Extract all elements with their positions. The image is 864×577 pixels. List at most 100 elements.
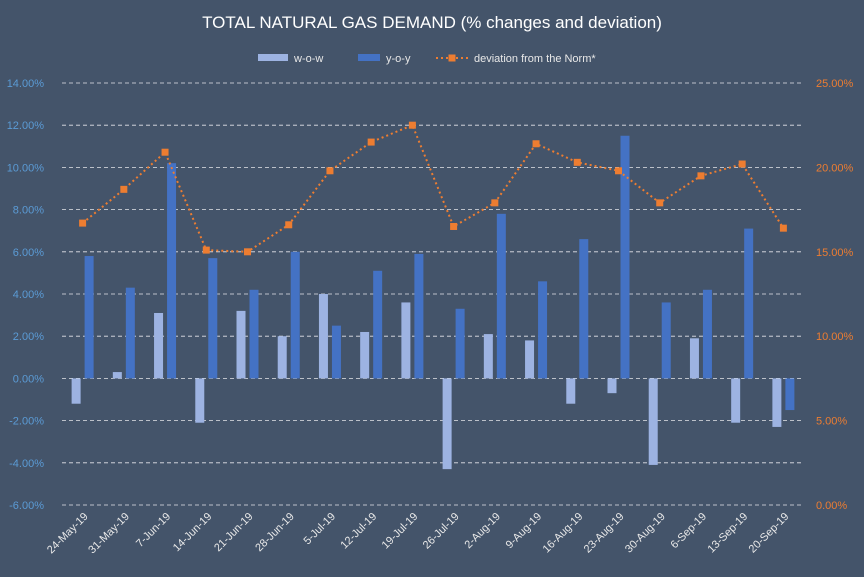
x-tick-label: 30-Aug-19 — [623, 511, 668, 556]
bar-yoy-14 — [661, 302, 671, 379]
bar-yoy-5 — [290, 251, 300, 379]
deviation-point-13 — [615, 167, 622, 175]
bar-wow-8 — [401, 302, 411, 379]
x-tick-label: 20-Sep-19 — [747, 511, 792, 556]
deviation-point-0 — [79, 219, 87, 227]
legend-swatch-0 — [258, 54, 288, 61]
bar-wow-7 — [360, 331, 370, 379]
bar-series — [71, 135, 795, 470]
bar-yoy-0 — [84, 256, 94, 379]
bar-yoy-4 — [249, 289, 259, 379]
right-tick-label: 15.00% — [816, 247, 854, 259]
bar-wow-1 — [112, 372, 122, 379]
deviation-point-7 — [367, 138, 375, 146]
legend-label-1: y-o-y — [386, 53, 411, 65]
deviation-point-10 — [491, 199, 499, 207]
left-tick-label: 0.00% — [13, 373, 44, 385]
bar-wow-11 — [525, 340, 535, 379]
legend: w-o-w y-o-y deviation from the Norm* — [258, 53, 596, 65]
deviation-point-12 — [573, 158, 581, 166]
x-tick-label: 14-Jun-19 — [171, 511, 215, 555]
right-tick-label: 10.00% — [816, 331, 854, 343]
right-tick-label: 25.00% — [816, 78, 854, 90]
deviation-point-4 — [244, 248, 251, 256]
x-tick-label: 2-Aug-19 — [462, 511, 502, 551]
x-tick-label: 13-Sep-19 — [705, 511, 750, 556]
bar-yoy-2 — [167, 163, 177, 379]
right-tick-label: 5.00% — [816, 416, 847, 428]
x-tick-label: 16-Aug-19 — [541, 511, 586, 556]
deviation-point-15 — [697, 172, 705, 180]
x-tick-label: 26-Jul-19 — [421, 511, 462, 552]
left-tick-label: 2.00% — [13, 331, 44, 343]
bar-yoy-3 — [208, 258, 218, 379]
bar-yoy-13 — [620, 135, 630, 379]
line-series — [79, 121, 787, 256]
x-tick-label: 9-Aug-19 — [504, 511, 544, 551]
bar-yoy-10 — [496, 213, 506, 379]
deviation-point-17 — [779, 224, 787, 232]
deviation-point-3 — [202, 246, 210, 254]
bar-yoy-1 — [125, 287, 135, 379]
bar-wow-9 — [442, 378, 452, 470]
right-axis-tick-labels: 0.00% 5.00% 10.00% 15.00% 20.00% 25.00% — [816, 78, 854, 512]
bar-yoy-16 — [744, 228, 754, 379]
bar-wow-14 — [648, 378, 658, 465]
bar-wow-10 — [483, 334, 493, 379]
bar-wow-16 — [731, 378, 741, 423]
x-tick-label: 28-Jun-19 — [253, 511, 297, 555]
left-tick-label: 4.00% — [13, 289, 44, 301]
left-tick-label: 8.00% — [13, 205, 44, 217]
left-tick-label: -6.00% — [9, 500, 44, 512]
deviation-point-1 — [120, 185, 128, 193]
x-tick-label: 31-May-19 — [86, 511, 132, 557]
bar-yoy-7 — [373, 270, 383, 379]
bar-yoy-12 — [579, 239, 589, 379]
x-tick-label: 5-Jul-19 — [301, 511, 338, 548]
bar-wow-2 — [154, 312, 164, 379]
x-tick-label: 21-Jun-19 — [212, 511, 256, 555]
deviation-point-16 — [738, 160, 746, 168]
deviation-line — [81, 123, 785, 253]
left-tick-label: -4.00% — [9, 458, 44, 470]
bar-wow-3 — [195, 378, 205, 423]
x-tick-label: 6-Sep-19 — [669, 511, 709, 551]
bar-wow-6 — [318, 294, 328, 379]
deviation-point-8 — [408, 121, 416, 129]
x-tick-label: 23-Aug-19 — [582, 511, 627, 556]
right-tick-label: 0.00% — [816, 500, 847, 512]
bar-yoy-8 — [414, 253, 424, 379]
left-axis-tick-labels: -6.00% -4.00% -2.00% 0.00% 2.00% 4.00% 6.00% 8.… — [7, 78, 45, 512]
right-tick-label: 20.00% — [816, 162, 854, 174]
bar-yoy-9 — [455, 308, 465, 379]
x-tick-label: 19-Jul-19 — [380, 511, 421, 552]
bar-wow-17 — [772, 378, 782, 427]
chart-title: TOTAL NATURAL GAS DEMAND (% changes and … — [202, 13, 662, 32]
legend-marker — [448, 54, 456, 62]
left-tick-label: 6.00% — [13, 247, 44, 259]
deviation-point-14 — [656, 199, 664, 207]
bar-yoy-17 — [785, 378, 795, 411]
x-tick-label: 24-May-19 — [45, 511, 91, 557]
deviation-point-6 — [326, 167, 334, 175]
bar-yoy-6 — [331, 325, 341, 379]
left-tick-label: 12.00% — [7, 120, 45, 132]
deviation-point-9 — [450, 222, 458, 230]
x-tick-label: 12-Jul-19 — [338, 511, 379, 552]
bar-wow-15 — [689, 338, 699, 379]
bar-yoy-15 — [702, 289, 712, 379]
deviation-point-5 — [285, 221, 293, 229]
bar-wow-5 — [277, 336, 287, 379]
x-tick-label: 7-Jun-19 — [134, 511, 173, 550]
gridlines — [62, 82, 804, 506]
deviation-point-2 — [161, 148, 169, 156]
deviation-point-11 — [532, 140, 540, 148]
legend-label-2: deviation from the Norm* — [474, 53, 596, 65]
bar-yoy-11 — [538, 281, 548, 379]
legend-label-0: w-o-w — [293, 53, 323, 65]
left-tick-label: 14.00% — [7, 78, 45, 90]
bar-wow-13 — [607, 378, 617, 394]
